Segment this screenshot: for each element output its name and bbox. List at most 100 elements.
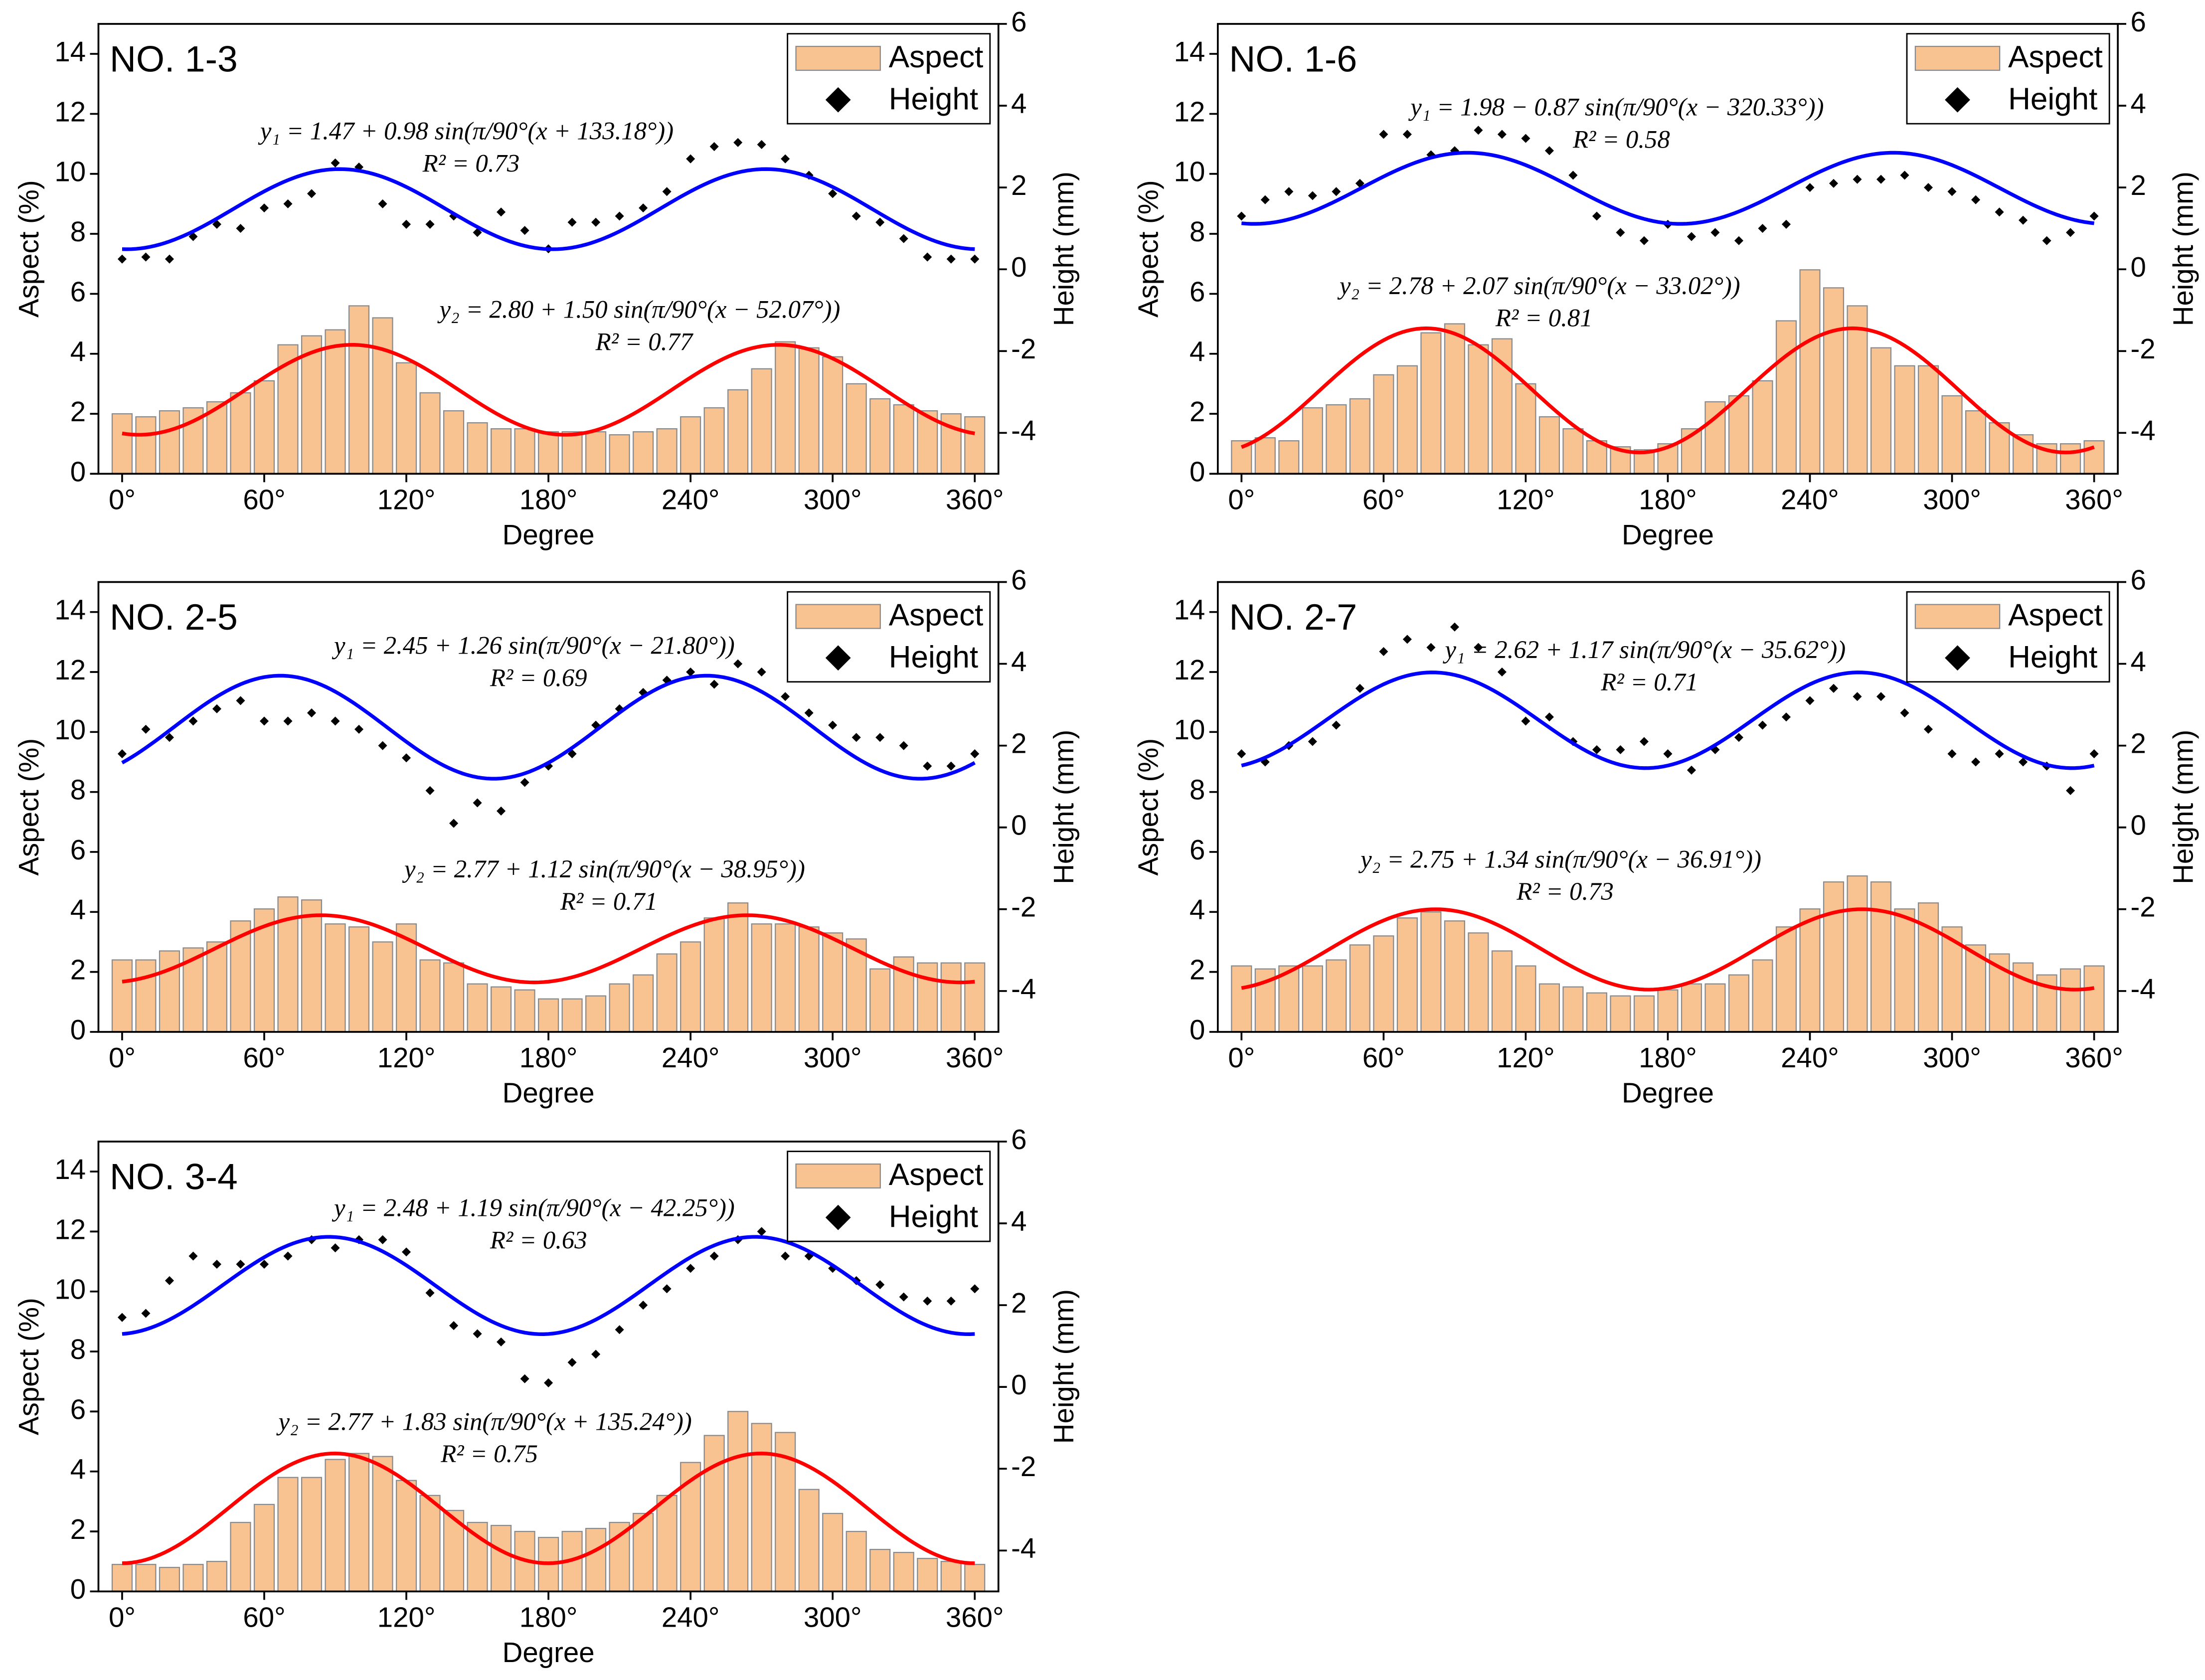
fit-curve (121, 673, 976, 781)
panel: y₁ = 2.45 + 1.26 sin(π/90°(x − 21.80°)) R… (13, 564, 1079, 1108)
bar (585, 431, 607, 475)
legend-label: Height (889, 82, 978, 116)
scatter-point (1497, 130, 1507, 139)
y2-tick-label: 2 (1011, 728, 1026, 759)
scatter-point (497, 207, 506, 217)
bar (1799, 269, 1821, 475)
y2-tick-label: 4 (1011, 1205, 1026, 1237)
x-tick-label: 300° (1923, 484, 1981, 515)
scatter-point (1995, 749, 2004, 759)
scatter-point (781, 692, 790, 701)
scatter-point (449, 1321, 459, 1331)
x-tick-label: 300° (804, 1042, 862, 1073)
scatter-point (1758, 224, 1767, 233)
bar (656, 953, 678, 1033)
x-tick-label: 0° (1228, 1042, 1255, 1073)
y2-axis-label: Height (mm) (1048, 730, 1079, 884)
fit-curve (1240, 326, 2095, 455)
y2-tick-label: 2 (2130, 169, 2146, 201)
legend-swatch (795, 45, 881, 71)
bar (1420, 332, 1442, 475)
bar (1278, 440, 1300, 475)
y2-tick-label: 0 (1011, 810, 1026, 841)
legend: Aspect Height (1906, 591, 2110, 683)
scatter-point (331, 716, 340, 726)
x-tick-label: 240° (1781, 484, 1839, 515)
scatter-point (1781, 712, 1791, 722)
scatter-point (1616, 228, 1625, 237)
bar (1444, 920, 1465, 1033)
x-tick-label: 0° (1228, 484, 1255, 515)
bar (111, 1564, 133, 1592)
bar (727, 1411, 749, 1592)
bar (1941, 395, 1963, 475)
scatter-point (212, 704, 222, 713)
bar (1775, 320, 1797, 475)
scatter-point (899, 234, 908, 243)
scatter-point (946, 761, 956, 771)
scatter-point (497, 806, 506, 816)
fit-curve (1241, 671, 2095, 770)
bar (301, 335, 323, 475)
bar (609, 434, 630, 475)
scatter-point (1924, 183, 1933, 192)
y2-tick-label: 4 (1011, 88, 1026, 119)
bar (2083, 440, 2105, 475)
bar (561, 431, 583, 475)
bar (680, 941, 701, 1033)
legend-label: Aspect (889, 1158, 984, 1192)
scatter-point (1474, 643, 1483, 652)
y-tick-label: 4 (1189, 336, 1205, 367)
bar (538, 998, 559, 1033)
bar (656, 1495, 678, 1592)
legend: Aspect Height (787, 1151, 991, 1242)
bar (348, 1453, 370, 1592)
scatter-point (544, 1378, 553, 1387)
bar (893, 1551, 914, 1592)
bar (633, 431, 654, 475)
legend: Aspect Height (787, 33, 991, 125)
scatter-point (2089, 749, 2099, 759)
y-tick-label: 14 (54, 36, 86, 67)
bar (751, 923, 772, 1033)
scatter-point (354, 724, 364, 734)
y2-tick-label: 4 (2130, 88, 2146, 119)
scatter-point (473, 798, 482, 808)
bar (964, 1564, 986, 1592)
scatter-point (283, 199, 293, 208)
scatter-point (165, 1276, 174, 1285)
scatter-point (1663, 749, 1673, 759)
scatter-point (402, 1247, 411, 1257)
scatter-point (781, 154, 790, 164)
bar (798, 347, 820, 475)
bar (964, 416, 986, 475)
scatter-point (141, 724, 151, 734)
bar (1373, 374, 1394, 475)
bar (1775, 926, 1797, 1033)
y-tick-label: 2 (70, 396, 86, 427)
y-axis-label: Aspect (%) (13, 180, 44, 318)
bar (1562, 428, 1584, 475)
legend-marker (825, 645, 851, 671)
bar (277, 1477, 299, 1592)
fit-curve (122, 1235, 975, 1336)
bar (964, 962, 986, 1033)
fit-curve (1241, 907, 2095, 992)
bar (419, 959, 441, 1033)
legend-label: Aspect (889, 598, 984, 632)
scatter-point (1971, 195, 1981, 204)
y-tick-label: 8 (70, 216, 86, 247)
x-tick-label: 0° (109, 1042, 136, 1073)
bar (869, 968, 891, 1033)
bar (775, 341, 796, 475)
bar (135, 416, 157, 475)
scatter-point (686, 1264, 695, 1273)
panel: y₁ = 1.47 + 0.98 sin(π/90°(x + 133.18°))… (13, 6, 1079, 550)
bar (325, 923, 346, 1033)
y-tick-label: 6 (70, 276, 86, 307)
scatter-point (709, 679, 719, 689)
panel-title: NO. 1-3 (110, 38, 238, 79)
bar (1538, 416, 1560, 475)
scatter-point (331, 158, 340, 168)
